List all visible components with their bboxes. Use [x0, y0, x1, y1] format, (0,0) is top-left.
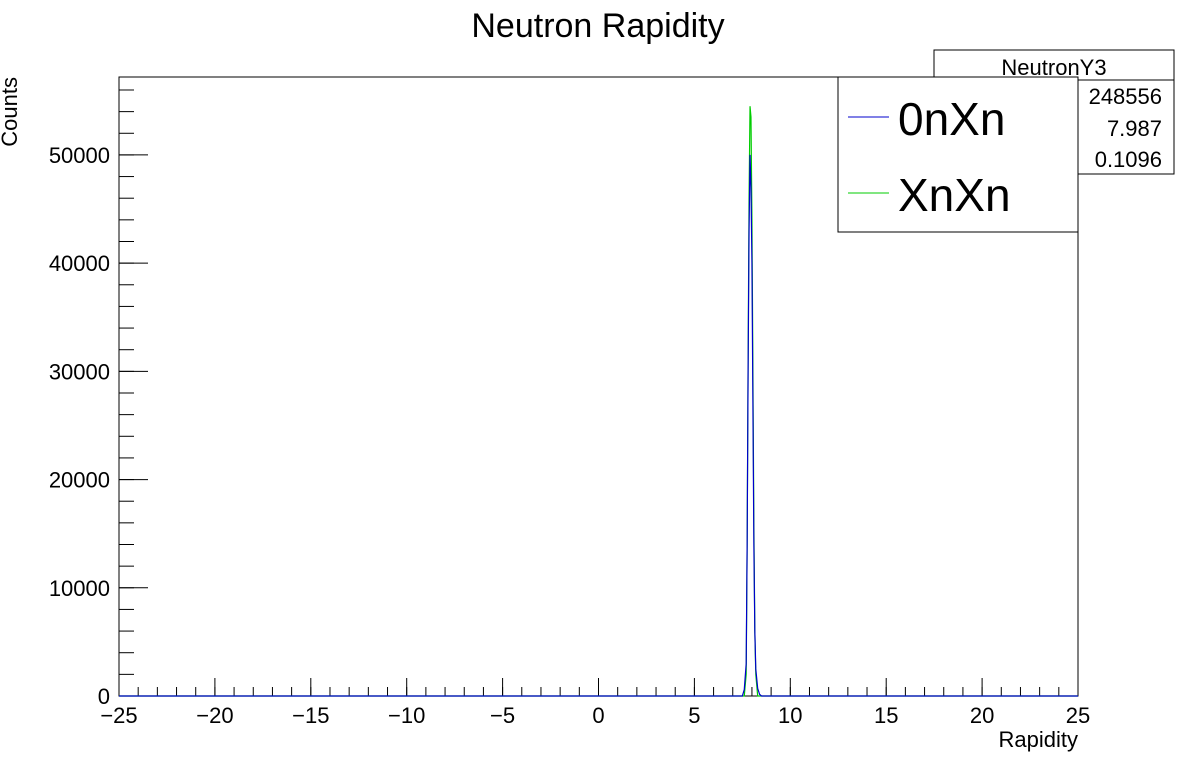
y-tick-label: 10000 — [49, 576, 110, 601]
x-tick-label: 25 — [1066, 703, 1090, 728]
legend-label-0nXn: 0nXn — [898, 93, 1005, 145]
stats-title: NeutronY3 — [1001, 55, 1106, 80]
x-tick-label: −10 — [388, 703, 425, 728]
x-axis-label: Rapidity — [999, 727, 1078, 752]
chart-title: Neutron Rapidity — [471, 7, 724, 45]
series-line-0nXn — [119, 154, 1078, 697]
axes: −25 −20 −15 −10 −5 0 5 10 15 20 25 0 10000 20000 30000… — [49, 89, 1090, 728]
x-tick-label: 20 — [970, 703, 994, 728]
x-tick-label: −5 — [490, 703, 515, 728]
series-layer — [119, 106, 1078, 697]
legend-frame — [837, 76, 1079, 233]
x-tick-label: 15 — [874, 703, 898, 728]
y-axis-label: Counts — [0, 77, 22, 147]
x-tick-label: −25 — [100, 703, 137, 728]
stats-mean-value: 7.987 — [1107, 116, 1162, 141]
legend: 0nXn XnXn — [837, 76, 1079, 233]
y-tick-label: 0 — [98, 684, 110, 709]
stats-stddev-value: 0.1096 — [1095, 147, 1162, 172]
y-tick-label: 20000 — [49, 468, 110, 493]
legend-label-XnXn: XnXn — [898, 169, 1011, 221]
x-tick-label: 5 — [688, 703, 700, 728]
x-tick-label: 10 — [778, 703, 802, 728]
y-tick-label: 40000 — [49, 251, 110, 276]
stats-entries-value: 248556 — [1089, 84, 1162, 109]
x-tick-label: −20 — [196, 703, 233, 728]
x-tick-label: −15 — [292, 703, 329, 728]
y-tick-label: 50000 — [49, 143, 110, 168]
x-tick-label: 0 — [592, 703, 604, 728]
y-tick-label: 30000 — [49, 359, 110, 384]
